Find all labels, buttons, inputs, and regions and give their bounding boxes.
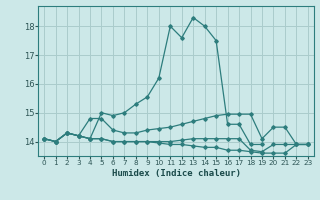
X-axis label: Humidex (Indice chaleur): Humidex (Indice chaleur): [111, 169, 241, 178]
